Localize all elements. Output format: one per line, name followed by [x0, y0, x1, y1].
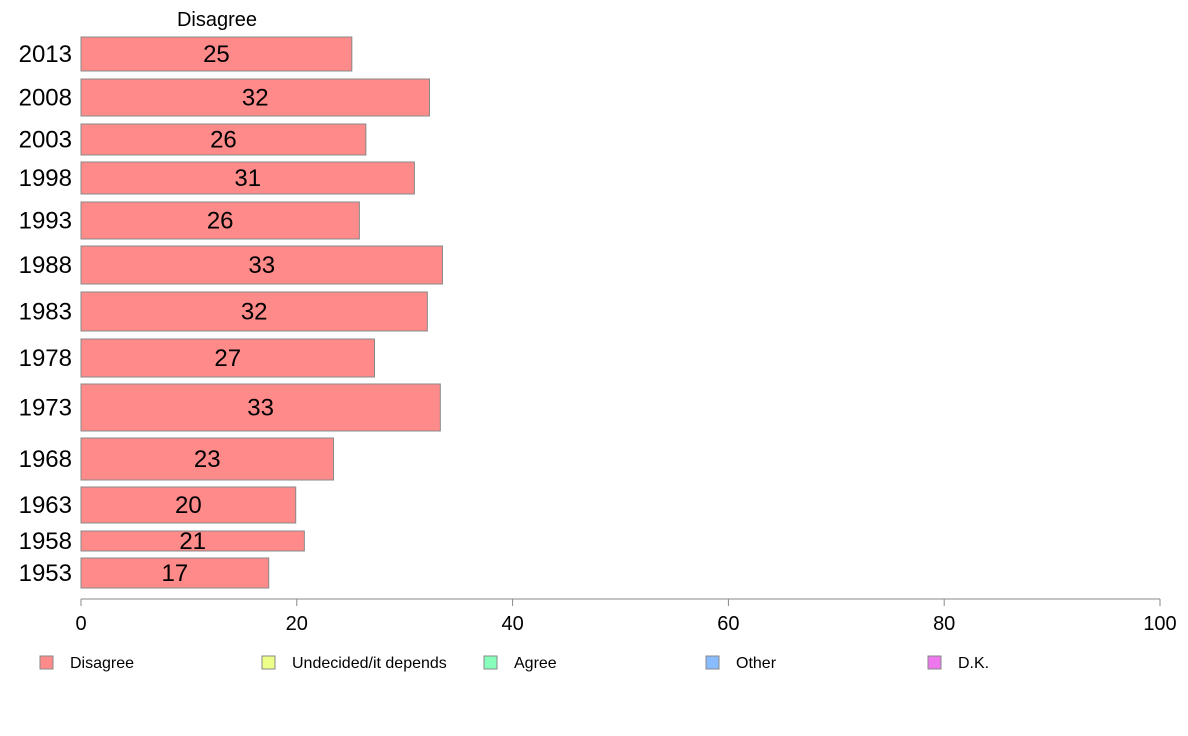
value-label-1958: 21 — [179, 528, 206, 555]
x-tick-label-0: 0 — [75, 613, 86, 635]
bar-1988 — [80, 245, 443, 285]
value-label-2008: 32 — [242, 85, 269, 112]
bar-1953 — [80, 557, 270, 589]
bar-1973 — [80, 383, 441, 432]
value-label-1968: 23 — [194, 446, 221, 473]
series-title: Disagree — [177, 9, 257, 31]
bar-1968 — [80, 437, 334, 481]
value-label-2013: 25 — [203, 41, 230, 68]
x-tick-label-20: 20 — [286, 613, 308, 635]
bar-2013 — [80, 36, 353, 72]
legend-swatch-other — [705, 655, 720, 670]
bar-2008 — [80, 78, 431, 117]
legend-swatch-agree — [483, 655, 498, 670]
category-label-1958: 1958 — [19, 528, 72, 555]
x-axis: 0 20 40 60 80 100 — [75, 598, 1177, 635]
legend: Disagree Undecided/it depends Agree Other D.… — [39, 655, 989, 672]
value-label-1953: 17 — [162, 560, 189, 587]
legend-label-disagree: Disagree — [70, 655, 134, 672]
bar-1963 — [80, 486, 297, 524]
category-label-1988: 1988 — [19, 252, 72, 279]
value-label-2003: 26 — [210, 127, 237, 154]
category-label-1963: 1963 — [19, 492, 72, 519]
x-tick-label-80: 80 — [933, 613, 955, 635]
legend-swatch-undecided-it-depends — [261, 655, 276, 670]
category-label-1953: 1953 — [19, 560, 72, 587]
x-tick-label-40: 40 — [501, 613, 523, 635]
value-label-1973: 33 — [247, 395, 274, 422]
category-label-2008: 2008 — [19, 85, 72, 112]
category-label-1998: 1998 — [19, 165, 72, 192]
bar-1958 — [80, 530, 305, 552]
bar-1998 — [80, 161, 415, 195]
bar-1983 — [80, 291, 428, 332]
value-label-1983: 32 — [241, 299, 268, 326]
value-label-1998: 31 — [234, 165, 261, 192]
value-label-1993: 26 — [207, 208, 234, 235]
legend-label-agree: Agree — [514, 655, 557, 672]
value-label-1988: 33 — [248, 252, 275, 279]
category-label-2003: 2003 — [19, 127, 72, 154]
value-label-1963: 20 — [175, 492, 202, 519]
value-label-1978: 27 — [214, 345, 241, 372]
category-label-1978: 1978 — [19, 345, 72, 372]
legend-label-other: Other — [736, 655, 777, 672]
legend-label-d-k: D.K. — [958, 655, 989, 672]
category-label-1968: 1968 — [19, 446, 72, 473]
bars-group: 2013 25 2008 32 2003 26 1998 31 1993 26 1988 33 1983… — [19, 36, 443, 589]
category-label-1973: 1973 — [19, 395, 72, 422]
legend-swatch-disagree — [39, 655, 54, 670]
category-label-1993: 1993 — [19, 208, 72, 235]
category-label-1983: 1983 — [19, 299, 72, 326]
category-label-2013: 2013 — [19, 41, 72, 68]
legend-swatch-d-k — [927, 655, 942, 670]
x-tick-label-60: 60 — [717, 613, 739, 635]
x-tick-label-100: 100 — [1143, 613, 1176, 635]
bar-2003 — [80, 123, 367, 156]
bar-1978 — [80, 338, 375, 378]
bar-1993 — [80, 201, 360, 240]
legend-label-undecided-it-depends: Undecided/it depends — [292, 655, 447, 672]
